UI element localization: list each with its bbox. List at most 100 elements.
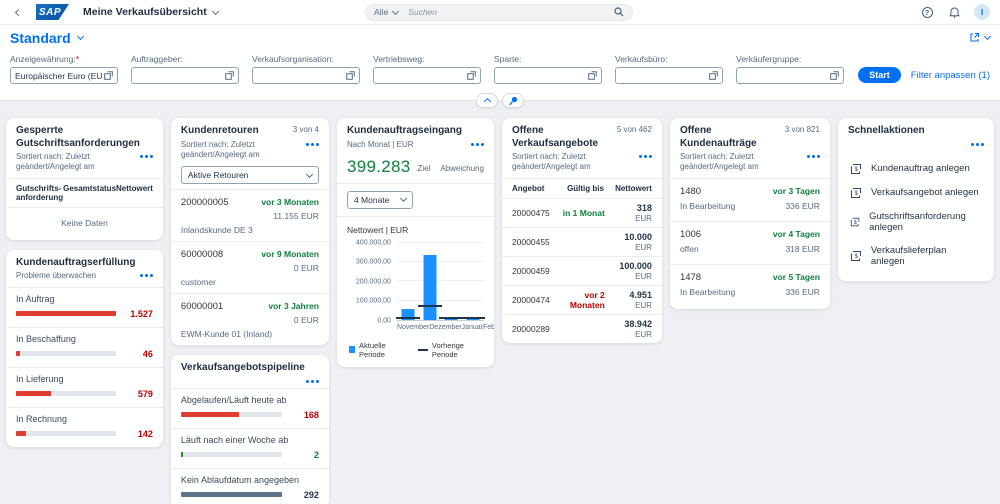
plot-area: [395, 241, 486, 321]
sold-to-party-input[interactable]: [136, 70, 223, 81]
app-title-menu[interactable]: Meine Verkaufsübersicht: [83, 6, 219, 18]
value-help-icon[interactable]: [830, 71, 839, 80]
filter-sales-organization: Verkaufsorganisation:: [252, 54, 360, 84]
quotation-row[interactable]: 20000459 100.000 EUR: [501, 255, 662, 285]
quick-action-create-sales-scheduling-agreement[interactable]: $ Verkaufslieferplan anlegen: [838, 239, 994, 273]
overflow-menu-icon[interactable]: [799, 152, 820, 158]
legend-current-swatch: [348, 346, 356, 354]
overflow-menu-icon[interactable]: [631, 152, 652, 158]
marker-previous-period: [395, 317, 420, 320]
pipeline-row[interactable]: Abgelaufen/Läuft heute ab 168: [170, 387, 329, 428]
value-help-icon[interactable]: [346, 71, 355, 80]
notifications-button[interactable]: [947, 5, 961, 19]
card-open-sales-orders: Offene Kundenaufträge 3 von 821 Sortiert…: [669, 118, 830, 309]
overflow-menu-icon[interactable]: [132, 152, 153, 158]
marker-previous-period: [461, 316, 486, 319]
card-title: Kundenauftragserfüllung: [16, 256, 136, 268]
quotation-row[interactable]: 20000474 vor 2 Monaten 4.951 EUR: [501, 284, 662, 314]
fulfillment-row[interactable]: In Lieferung 579: [6, 366, 163, 407]
chart-slot: [417, 243, 442, 320]
start-button[interactable]: Start: [858, 67, 901, 83]
card-subtitle: Sortiert nach: Zuletzt geändert/Angelegt…: [16, 152, 95, 172]
deviation-label: Abweichung: [440, 163, 484, 173]
bell-icon: [948, 7, 960, 18]
required-asterisk: *: [75, 54, 79, 64]
column-header: Gutschrifts- anforderung: [16, 183, 64, 202]
filter-display-currency: Anzeigewährung:*: [10, 54, 118, 84]
chevron-down-icon: [399, 195, 407, 203]
svg-text:$: $: [854, 254, 858, 260]
card-counter: 3 von 4: [292, 125, 319, 134]
return-list-item[interactable]: 60000008 vor 9 Monaten 0 EUR customer: [170, 241, 329, 293]
pipeline-row[interactable]: Kein Ablaufdatum angegeben 292: [170, 467, 329, 504]
table-header: Gutschrifts- anforderung Gesamtstatus Ne…: [6, 177, 163, 208]
no-data-text: Keine Daten: [61, 217, 108, 228]
card-incoming-sales-orders: Kundenauftragseingang Nach Monat | EUR 3…: [336, 118, 494, 367]
pin-icon: [508, 96, 517, 105]
bar-current-period: [401, 309, 415, 320]
sales-group-input[interactable]: [741, 70, 828, 81]
svg-text:$: $: [854, 219, 857, 225]
overflow-menu-icon[interactable]: [298, 377, 319, 383]
card-counter: 5 von 462: [616, 125, 652, 134]
division-input[interactable]: [499, 70, 586, 81]
shell-bar: SAP Meine Verkaufsübersicht Alle Suchen …: [0, 0, 1000, 25]
adapt-filters-link[interactable]: Filter anpassen (1): [910, 69, 990, 81]
page-header: Standard Anzeigewährung:* Auftraggeber:: [0, 25, 1000, 108]
value-help-icon[interactable]: [588, 71, 597, 80]
sap-logo[interactable]: SAP: [36, 4, 69, 20]
value-help-icon[interactable]: [467, 71, 476, 80]
quick-action-create-sales-order[interactable]: $ Kundenauftrag anlegen: [838, 157, 994, 181]
overflow-menu-icon[interactable]: [298, 140, 319, 146]
chevron-down-icon: [392, 7, 400, 15]
order-list-item[interactable]: 1478 vor 5 Tagen In Bearbeitung 336 EUR: [669, 263, 830, 309]
value-help-icon[interactable]: [709, 71, 718, 80]
back-button[interactable]: [10, 4, 26, 20]
fulfillment-row[interactable]: In Auftrag 1.527: [6, 286, 163, 327]
card-subtitle: Sortiert nach: Zuletzt geändert/Angelegt…: [180, 139, 260, 159]
sales-office-input[interactable]: [620, 70, 707, 81]
quotation-row[interactable]: 20000289 38.942 EUR: [501, 314, 662, 343]
pin-header-button[interactable]: [502, 93, 524, 108]
value-help-icon[interactable]: [104, 71, 113, 80]
quotation-row[interactable]: 20000475 in 1 Monat 318 EUR: [511, 202, 652, 223]
period-filter-select[interactable]: 4 Monate: [346, 190, 413, 209]
marker-previous-period: [417, 305, 442, 308]
bar-current-period: [444, 319, 458, 320]
distribution-channel-input[interactable]: [378, 70, 465, 81]
return-list-item[interactable]: 200000005 vor 3 Monaten 11.155 EUR Inland…: [170, 189, 329, 241]
quotation-row[interactable]: 20000455 10.000 EUR: [501, 226, 662, 256]
help-button[interactable]: ?: [920, 5, 934, 19]
return-list-item[interactable]: 60000001 vor 3 Jahren 0 EUR EWM-Kunde 01 …: [170, 293, 329, 345]
bar-current-period: [423, 255, 437, 320]
overflow-menu-icon[interactable]: [463, 140, 484, 146]
returns-filter-select[interactable]: Aktive Retouren: [180, 166, 319, 185]
user-avatar[interactable]: I: [974, 4, 990, 20]
quick-action-create-credit-memo-request[interactable]: $ Gutschriftsanforderung anlegen: [838, 205, 994, 239]
sales-document-icon: $: [850, 163, 861, 174]
share-menu-button[interactable]: [969, 32, 992, 43]
y-axis: 0,00 100.000,00 200.000,00 300.000,00 40…: [355, 239, 391, 325]
search-icon[interactable]: [614, 7, 624, 17]
sales-organization-input[interactable]: [257, 70, 344, 81]
quick-action-create-sales-quotation[interactable]: $ Verkaufsangebot anlegen: [838, 181, 994, 205]
order-list-item[interactable]: 1480 vor 3 Tagen In Bearbeitung 336 EUR: [669, 177, 830, 221]
overflow-menu-icon[interactable]: [963, 140, 984, 146]
sales-document-icon: $: [850, 217, 860, 226]
chevron-down-icon: [983, 32, 992, 41]
search-scope-select[interactable]: Alle: [374, 7, 400, 17]
card-sales-order-fulfillment: Kundenauftragserfüllung Probleme überwac…: [6, 249, 163, 447]
shell-search[interactable]: Alle Suchen: [365, 3, 633, 21]
variant-selector[interactable]: Standard: [10, 30, 84, 46]
collapse-header-button[interactable]: [476, 93, 498, 108]
fulfillment-row[interactable]: In Rechnung 142: [6, 406, 163, 447]
filter-sold-to-party: Auftraggeber:: [131, 54, 239, 84]
value-help-icon[interactable]: [225, 71, 234, 80]
sales-document-icon: $: [850, 187, 861, 198]
order-list-item[interactable]: 1006 vor 4 Tagen offen 318 EUR: [669, 220, 830, 264]
pipeline-row[interactable]: Läuft nach einer Woche ab 2: [170, 427, 329, 468]
fulfillment-row[interactable]: In Beschaffung 46: [6, 326, 163, 367]
bar-current-period: [466, 318, 480, 320]
display-currency-input[interactable]: [15, 70, 102, 81]
overflow-menu-icon[interactable]: [132, 271, 153, 278]
